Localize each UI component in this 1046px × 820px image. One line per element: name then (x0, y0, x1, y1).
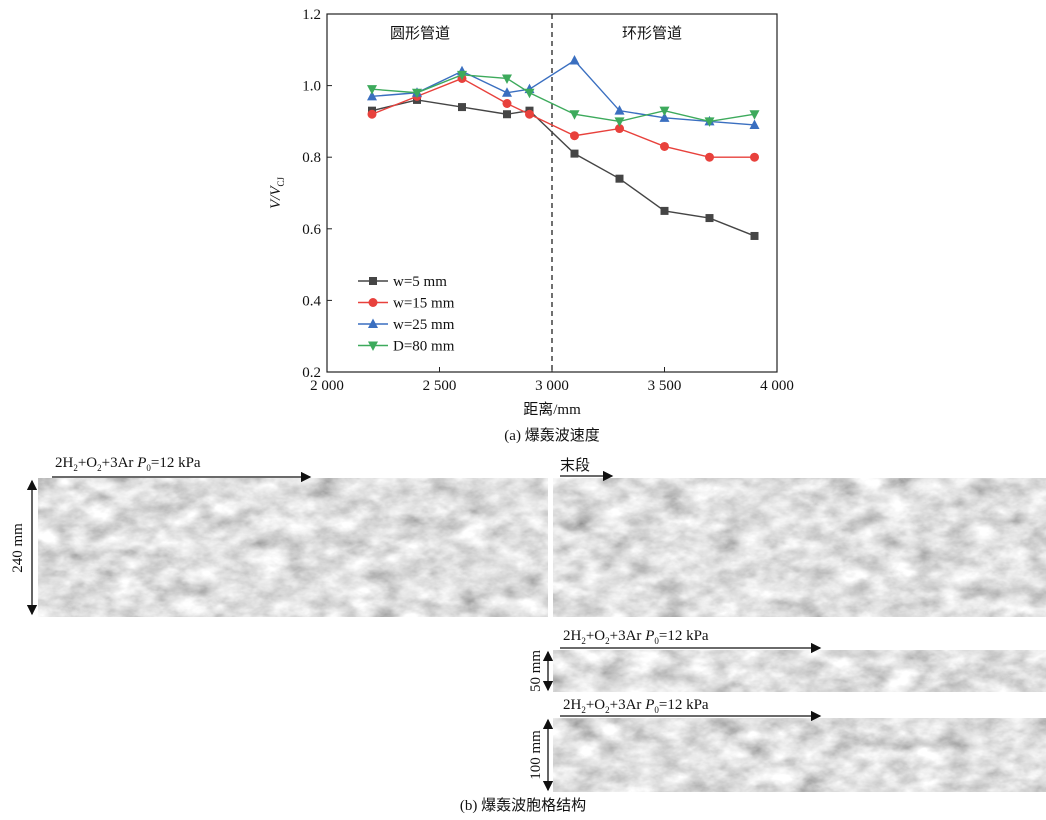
marker (659, 112, 670, 122)
series-line (371, 59, 755, 126)
photo-label-part: =12 kPa (659, 697, 709, 713)
photo-label-part: 2 (581, 636, 586, 646)
y-axis-label-sub: CJ (276, 177, 286, 187)
marker (457, 70, 467, 81)
marker (660, 206, 669, 215)
legend-label: w=5 mm (393, 274, 447, 290)
marker (750, 152, 759, 162)
photo-label: 2H2+O2+3Ar P0=12 kPa (563, 697, 709, 715)
annotation: 环形管道 (622, 25, 682, 42)
photo-label: 2H2+O2+3Ar P0=12 kPa (563, 628, 709, 646)
marker (369, 277, 377, 285)
photo (553, 718, 1046, 792)
marker (367, 85, 377, 95)
legend-label: w=15 mm (393, 296, 455, 312)
y-tick-label: 0.8 (302, 150, 321, 166)
series-line (371, 99, 755, 237)
x-tick-label: 2 500 (423, 378, 457, 394)
photo-label-part: +O (78, 455, 97, 471)
marker (367, 109, 377, 119)
photo-label-part: P (644, 697, 654, 713)
photo-label-part: +3Ar (102, 455, 138, 471)
x-axis-label: 距离/mm (523, 401, 581, 418)
marker (524, 88, 535, 99)
marker (659, 106, 670, 117)
legend-label: w=25 mm (393, 317, 455, 333)
marker (502, 87, 512, 97)
photo (553, 650, 1046, 692)
annotation: 圆形管道 (390, 25, 450, 42)
marker (412, 88, 422, 99)
y-axis-label: V/VCJ (268, 177, 286, 210)
marker (368, 318, 378, 328)
photo-label-part: 2 (73, 463, 78, 473)
photo-label-part: 2H (55, 455, 74, 471)
marker (614, 117, 625, 127)
marker (570, 131, 579, 141)
photo-label-part: 2H (563, 628, 582, 644)
y-tick-label: 0.2 (302, 365, 321, 381)
size-label: 50 mm (528, 650, 544, 692)
marker (749, 119, 760, 129)
photo-label-part: 2 (605, 636, 610, 646)
photo-label-part: +3Ar (610, 628, 646, 644)
x-tick-label: 3 500 (648, 378, 682, 394)
marker (660, 141, 669, 151)
photo (553, 478, 1046, 617)
photo-label-part: P (136, 455, 146, 471)
x-tick-label: 2 000 (310, 378, 344, 394)
marker (368, 298, 378, 307)
series-line (371, 77, 755, 158)
photo-label-part: P (644, 628, 654, 644)
marker (614, 105, 625, 115)
marker (750, 231, 759, 240)
photo-label: 2H2+O2+3Ar P0=12 kPa (55, 455, 201, 473)
x-tick-label: 3 000 (535, 378, 569, 394)
photo-label-part: 0 (654, 705, 659, 715)
marker (503, 110, 511, 119)
end-label: 末段 (560, 457, 590, 474)
photo-label-part: 0 (146, 463, 151, 473)
y-axis-label-main: V/V (268, 185, 284, 209)
y-tick-label: 0.4 (302, 293, 321, 309)
photo-label-part: =12 kPa (659, 628, 709, 644)
photos (26, 470, 1046, 792)
photo-label-part: 0 (654, 636, 659, 646)
series-line (371, 74, 755, 123)
marker (502, 74, 512, 84)
x-tick-label: 4 000 (760, 378, 794, 394)
photo-label-part: 2 (97, 463, 102, 473)
marker (615, 124, 624, 134)
y-tick-label: 1.0 (302, 79, 321, 95)
marker (525, 109, 534, 119)
marker (705, 214, 714, 223)
marker (458, 103, 466, 112)
size-label: 240 mm (10, 523, 26, 573)
marker (615, 174, 624, 183)
y-tick-label: 1.2 (302, 7, 321, 23)
caption: (b) 爆轰波胞格结构 (460, 796, 586, 814)
photo-label-part: +3Ar (610, 697, 646, 713)
marker (502, 99, 512, 108)
y-tick-label: 0.6 (302, 222, 321, 238)
marker (569, 55, 580, 65)
photo-label-part: +O (586, 628, 605, 644)
caption: (a) 爆轰波速度 (504, 426, 599, 444)
marker (368, 341, 378, 351)
photo-label-part: 2 (605, 705, 610, 715)
photo-label-part: +O (586, 697, 605, 713)
photo-label-part: =12 kPa (151, 455, 201, 471)
legend-label: D=80 mm (393, 339, 455, 355)
marker (569, 110, 580, 120)
photo-label-part: 2 (581, 705, 586, 715)
photo (38, 478, 548, 617)
photo-label-part: 2H (563, 697, 582, 713)
marker (367, 90, 377, 101)
marker (749, 110, 760, 120)
size-label: 100 mm (528, 730, 544, 780)
marker (704, 117, 715, 127)
marker (705, 152, 714, 162)
marker (570, 149, 579, 158)
